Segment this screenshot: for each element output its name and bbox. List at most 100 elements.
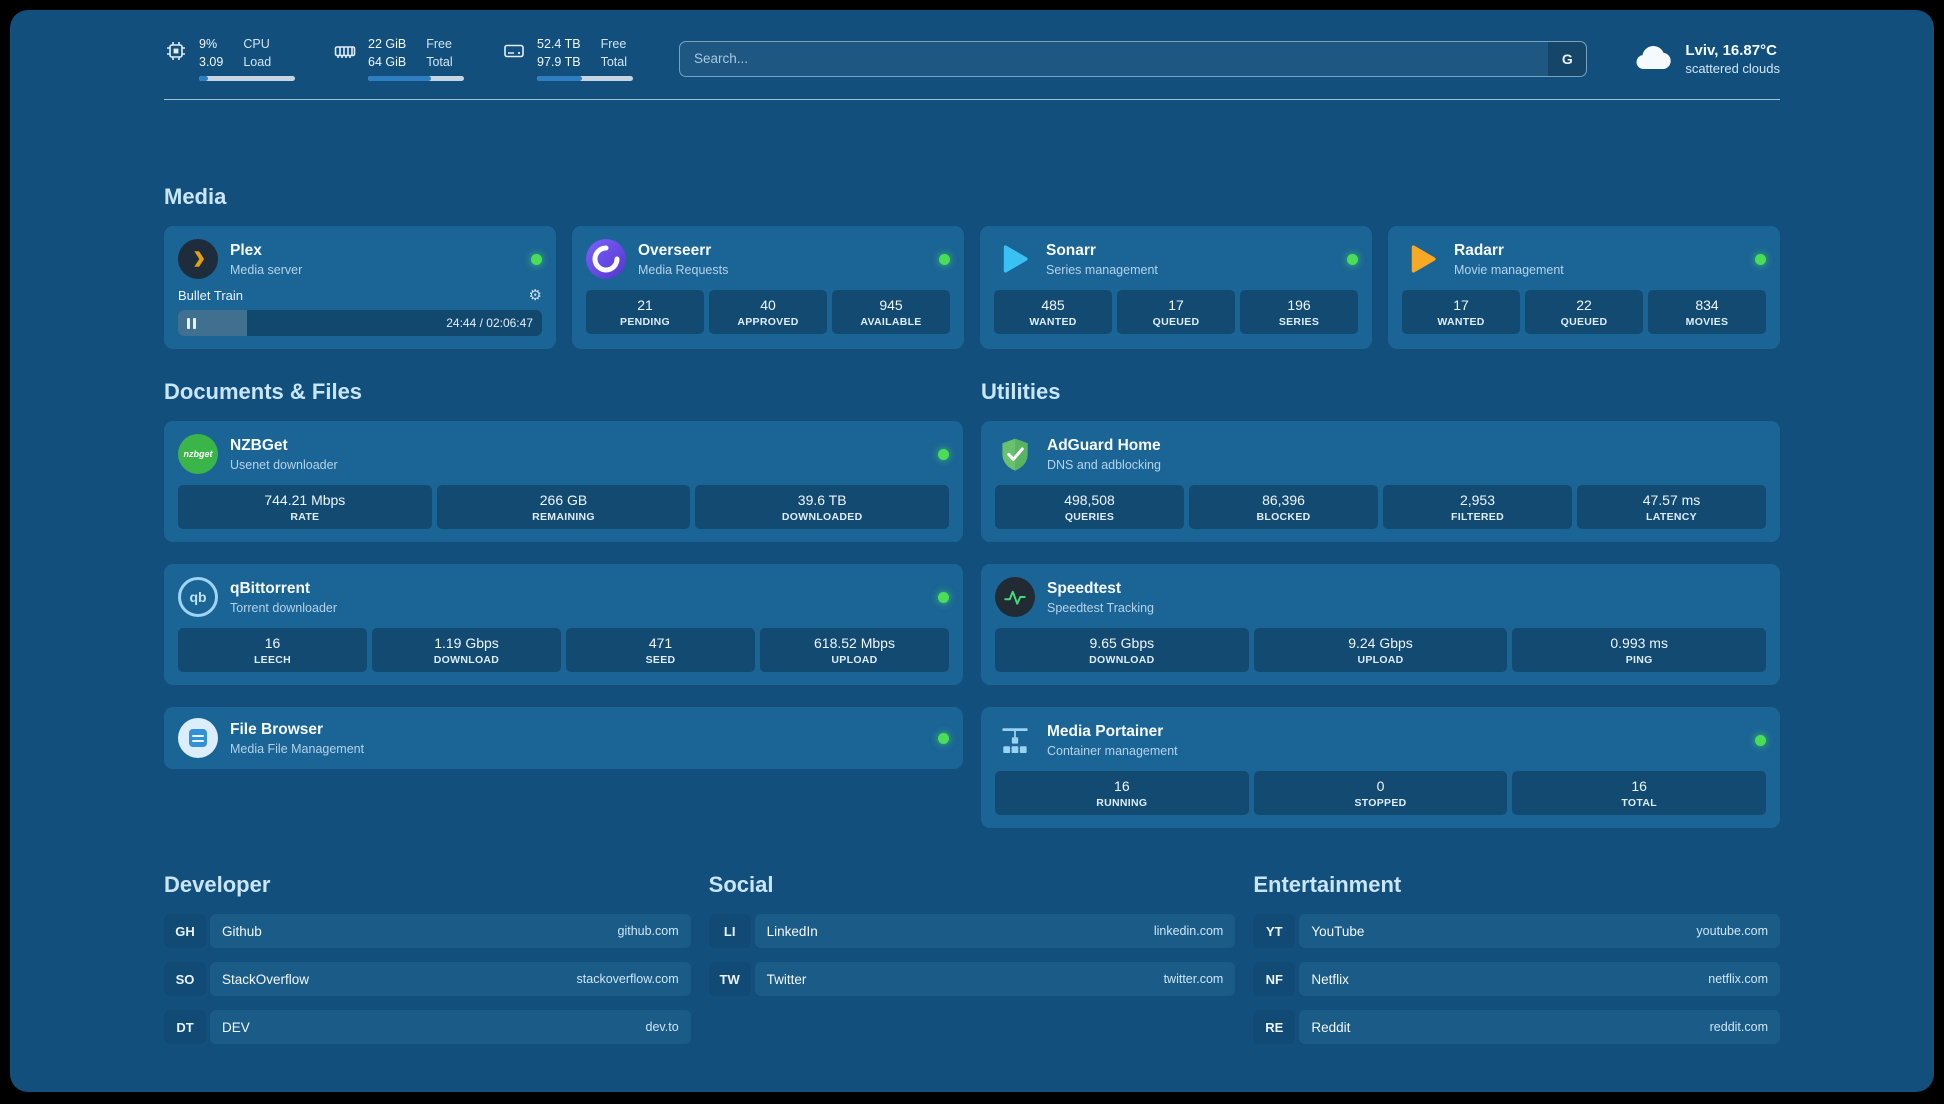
twitter-icon: TW bbox=[708, 962, 751, 996]
dev-icon: DT bbox=[164, 1010, 206, 1044]
stat-tile: 0.993 ms PING bbox=[1512, 628, 1767, 672]
netflix-icon: NF bbox=[1253, 962, 1296, 996]
section-title-social: Social bbox=[708, 872, 774, 897]
app-subtitle: Series management bbox=[1046, 262, 1158, 277]
now-playing-title: Bullet Train bbox=[178, 288, 244, 303]
search-input[interactable] bbox=[680, 51, 1549, 66]
app-name: Media Portainer bbox=[1047, 722, 1164, 740]
app-card-overseerr[interactable]: Overseerr Media Requests 21 PENDING 40 A… bbox=[572, 226, 964, 349]
search-engine-button[interactable]: G bbox=[1548, 41, 1587, 76]
cpu-icon bbox=[164, 39, 188, 68]
app-subtitle: Media server bbox=[230, 262, 303, 277]
storage-meter bbox=[537, 76, 633, 81]
status-dot bbox=[1755, 734, 1766, 746]
stat-tile: 17 WANTED bbox=[1402, 290, 1520, 334]
portainer-icon bbox=[995, 720, 1035, 760]
system-metrics: 9% 3.09 CPU Load bbox=[164, 36, 633, 81]
app-card-adguard[interactable]: AdGuard Home DNS and adblocking 498,508 … bbox=[981, 421, 1780, 542]
memory-meter bbox=[368, 76, 464, 81]
weather-condition: scattered clouds bbox=[1685, 60, 1780, 76]
app-name: AdGuard Home bbox=[1047, 436, 1161, 454]
cloud-icon bbox=[1633, 41, 1673, 76]
ram-icon bbox=[333, 39, 357, 68]
app-card-qbittorrent[interactable]: qb qBittorrent Torrent downloader 16 LEE… bbox=[164, 564, 963, 685]
stat-tile: 1.19 Gbps DOWNLOAD bbox=[372, 628, 561, 672]
app-subtitle: Media File Management bbox=[230, 741, 365, 756]
app-name: Speedtest bbox=[1047, 579, 1122, 597]
pause-button[interactable] bbox=[187, 317, 196, 329]
app-card-sonarr[interactable]: Sonarr Series management 485 WANTED 17 Q… bbox=[980, 226, 1372, 349]
app-subtitle: Media Requests bbox=[638, 262, 729, 277]
stat-tile: 945 AVAILABLE bbox=[832, 290, 950, 334]
cpu-label-2: Load bbox=[243, 54, 272, 69]
section-title-developer: Developer bbox=[164, 872, 271, 897]
stat-tile: 834 MOVIES bbox=[1648, 290, 1766, 334]
status-dot bbox=[938, 591, 949, 603]
cpu-percent: 9% bbox=[199, 37, 218, 51]
stat-tile: 485 WANTED bbox=[994, 290, 1112, 334]
cpu-load-value: 3.09 bbox=[199, 54, 224, 69]
app-card-speedtest[interactable]: Speedtest Speedtest Tracking 9.65 Gbps D… bbox=[981, 564, 1780, 685]
app-subtitle: Speedtest Tracking bbox=[1047, 600, 1155, 615]
search-bar: G bbox=[679, 40, 1588, 77]
app-name: Radarr bbox=[1454, 241, 1504, 259]
app-card-plex[interactable]: Plex Media server Bullet Train ⚙ 24:44 /… bbox=[164, 226, 556, 349]
app-card-nzbget[interactable]: nzbget NZBGet Usenet downloader 744.21 M… bbox=[164, 421, 963, 542]
status-dot bbox=[939, 253, 950, 265]
stat-tile: 618.52 Mbps UPLOAD bbox=[760, 628, 949, 672]
link-github[interactable]: GH Github github.com bbox=[164, 914, 691, 948]
section-title-entertainment: Entertainment bbox=[1253, 872, 1402, 897]
link-reddit[interactable]: RE Reddit reddit.com bbox=[1253, 1010, 1780, 1044]
app-card-radarr[interactable]: Radarr Movie management 17 WANTED 22 QUE… bbox=[1388, 226, 1780, 349]
storage-label-2: Total bbox=[600, 54, 627, 69]
playback-progress-bar[interactable]: 24:44 / 02:06:47 bbox=[178, 310, 542, 336]
app-card-portainer[interactable]: Media Portainer Container management 16 … bbox=[981, 707, 1780, 828]
link-netflix[interactable]: NF Netflix netflix.com bbox=[1253, 962, 1780, 996]
stat-tile: 0 STOPPED bbox=[1253, 771, 1508, 815]
stat-tile: 2,953 FILTERED bbox=[1383, 485, 1572, 529]
storage-total: 97.9 TB bbox=[537, 54, 581, 69]
app-name: Plex bbox=[230, 241, 262, 259]
cpu-meter bbox=[199, 76, 295, 81]
link-dev[interactable]: DT DEV dev.to bbox=[164, 1010, 691, 1044]
gear-icon[interactable]: ⚙ bbox=[528, 287, 542, 304]
link-twitter[interactable]: TW Twitter twitter.com bbox=[708, 962, 1236, 996]
stat-tile: 39.6 TB DOWNLOADED bbox=[695, 485, 950, 529]
section-title-media: Media bbox=[164, 184, 227, 209]
stat-tile: 9.24 Gbps UPLOAD bbox=[1253, 628, 1508, 672]
stat-tile: 498,508 QUERIES bbox=[995, 485, 1184, 529]
link-linkedin[interactable]: LI LinkedIn linkedin.com bbox=[708, 914, 1236, 948]
dashboard: 9% 3.09 CPU Load bbox=[10, 10, 1934, 1092]
app-subtitle: Usenet downloader bbox=[230, 457, 338, 472]
section-title-documents: Documents & Files bbox=[164, 379, 363, 404]
memory-label-1: Free bbox=[426, 37, 452, 51]
adguard-icon bbox=[995, 434, 1035, 474]
link-stackoverflow[interactable]: SO StackOverflow stackoverflow.com bbox=[164, 962, 691, 996]
stat-tile: 16 TOTAL bbox=[1512, 771, 1767, 815]
stat-tile: 16 LEECH bbox=[178, 628, 367, 672]
stat-tile: 40 APPROVED bbox=[709, 290, 827, 334]
app-name: File Browser bbox=[230, 720, 324, 738]
app-card-filebrowser[interactable]: File Browser Media File Management bbox=[164, 707, 963, 769]
memory-total: 64 GiB bbox=[368, 54, 407, 69]
status-dot bbox=[1755, 253, 1766, 265]
stat-tile: 86,396 BLOCKED bbox=[1189, 485, 1378, 529]
app-name: qBittorrent bbox=[230, 579, 311, 597]
stat-tile: 22 QUEUED bbox=[1525, 290, 1643, 334]
qbittorrent-icon: qb bbox=[178, 577, 218, 617]
top-bar: 9% 3.09 CPU Load bbox=[164, 36, 1780, 81]
sonarr-icon bbox=[994, 239, 1034, 279]
link-youtube[interactable]: YT YouTube youtube.com bbox=[1253, 914, 1780, 948]
youtube-icon: YT bbox=[1253, 914, 1296, 948]
cpu-label-1: CPU bbox=[243, 37, 270, 51]
stat-tile: 266 GB REMAINING bbox=[436, 485, 691, 529]
disk-icon bbox=[502, 39, 526, 68]
stat-tile: 47.57 ms LATENCY bbox=[1577, 485, 1766, 529]
stat-tile: 744.21 Mbps RATE bbox=[178, 485, 432, 529]
divider bbox=[164, 99, 1780, 100]
weather-widget: Lviv, 16.87°C scattered clouds bbox=[1633, 41, 1780, 76]
status-dot bbox=[938, 448, 949, 460]
stat-tile: 21 PENDING bbox=[586, 290, 704, 334]
memory-free: 22 GiB bbox=[368, 37, 407, 51]
status-dot bbox=[938, 732, 949, 744]
